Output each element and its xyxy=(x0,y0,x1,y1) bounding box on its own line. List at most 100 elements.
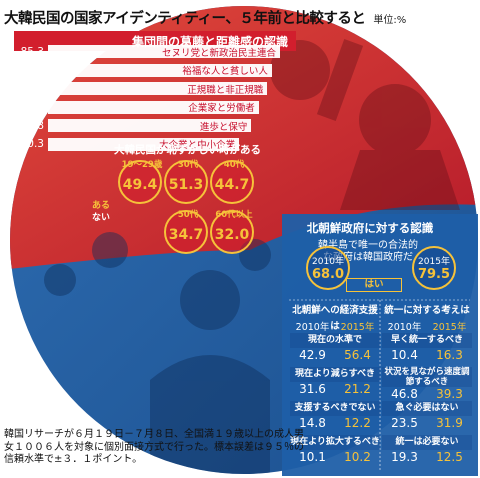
value-2015: 21.2 xyxy=(344,382,371,396)
econ-table: 北朝鮮への経済支援は 2010年 2015年 現在の水準で 42.9 56.4 現在よ… xyxy=(290,303,380,469)
page-header: 大韓民国の国家アイデンティティー、５年前と比較すると 単位:% xyxy=(0,0,480,28)
compare-row: 急ぐ必要はない 23.5 31.9 xyxy=(382,401,472,435)
compare-label: 現在より減らすべき xyxy=(290,367,380,382)
conflict-label: 大企業と中小企業 xyxy=(159,140,236,151)
shame-bubble: 50代 34.7 xyxy=(164,210,208,254)
conflict-value: 70.3 xyxy=(20,138,44,150)
compare-row: 現在より減らすべき 31.6 21.2 xyxy=(290,367,380,401)
value-2015: 16.3 xyxy=(436,348,463,362)
year-2010: 2010年 xyxy=(295,322,330,333)
conflict-value: 77.5 xyxy=(20,101,44,113)
conflict-label: セヌリ党と新政治民主連合 xyxy=(161,47,276,59)
unify-title: 統一に対する考えは xyxy=(384,305,470,316)
econ-rows: 現在の水準で 42.9 56.4 現在より減らすべき 31.6 21.2 支援するべきでない… xyxy=(290,333,380,469)
value-2010: 10.1 xyxy=(299,450,326,464)
legend-no: ない xyxy=(92,213,111,223)
conflict-bar: 企業家と労働者 xyxy=(48,100,259,114)
shame-age-label: 50代 xyxy=(177,210,199,220)
conflict-value: 82.3 xyxy=(20,64,44,76)
compare-row: 早く統一するべき 10.4 16.3 xyxy=(382,333,472,367)
conflict-row: 80.6 正規職と非正規職 xyxy=(18,81,268,96)
value-2015: 12.5 xyxy=(436,450,463,464)
compare-label: 早く統一するべき xyxy=(382,333,472,348)
conflict-label: 企業家と労働者 xyxy=(188,103,255,114)
nk-yes-label: はい xyxy=(346,278,402,292)
unit-label: 単位:% xyxy=(373,15,407,26)
compare-values: 23.5 31.9 xyxy=(382,416,472,430)
econ-years: 2010年 2015年 xyxy=(290,319,380,333)
conflict-value: 74.8 xyxy=(20,119,44,132)
nk-title: 北朝鮮政府に対する認識 xyxy=(306,221,434,235)
conflict-label: 正規職と非正規職 xyxy=(187,84,264,96)
legend-yes: ある xyxy=(92,201,111,211)
nk-year-value: 68.0 xyxy=(311,267,345,282)
compare-values: 10.4 16.3 xyxy=(382,348,472,362)
conflict-row: 82.3 裕福な人と貧しい人 xyxy=(18,63,272,78)
nk-year-label: 2015年 xyxy=(418,257,450,267)
shame-value: 51.3 xyxy=(168,177,204,193)
conflict-row: 74.8 進歩と保守 xyxy=(18,118,252,133)
shame-bubble: 60代以上 32.0 xyxy=(210,210,254,254)
conflict-section: 集団間の葛藤と距離感の認識 85.3 セヌリ党と新政治民主連合 82.3 裕福な人と貧… xyxy=(18,33,288,151)
nk-year-label: 2010年 xyxy=(312,257,344,267)
shame-value: 44.7 xyxy=(214,177,250,193)
nk-question: 韓半島で唯一の合法的な政府は韓国政府だ xyxy=(318,240,418,263)
shame-age-label: 30代 xyxy=(177,160,199,170)
shame-value: 32.0 xyxy=(214,227,250,243)
shame-age-label: 40代 xyxy=(223,160,245,170)
conflict-value: 80.6 xyxy=(20,82,44,95)
year-2010: 2010年 xyxy=(387,322,422,333)
value-2015: 10.2 xyxy=(344,450,371,464)
survey-note: 韓国リサーチが６月１９日－７月８日、全国満１９歳以上の成人男女１００６人を対象に… xyxy=(4,429,304,465)
conflict-value: 85.3 xyxy=(20,45,44,58)
conflict-bar: 進歩と保守 xyxy=(48,119,252,133)
compare-row: 現在より拡大するべき 10.1 10.2 xyxy=(290,435,380,469)
value-2010: 10.4 xyxy=(391,348,418,362)
compare-row: 現在の水準で 42.9 56.4 xyxy=(290,333,380,367)
conflict-label: 裕福な人と貧しい人 xyxy=(182,66,268,77)
econ-title: 北朝鮮への経済支援は xyxy=(292,305,378,332)
nk-bubble-2010: 2010年 68.0 xyxy=(306,246,350,290)
compare-values: 31.6 21.2 xyxy=(290,382,380,396)
compare-row: 統一は必要ない 19.3 12.5 xyxy=(382,435,472,469)
shame-value: 34.7 xyxy=(168,227,204,243)
value-2015: 31.9 xyxy=(436,416,463,430)
year-2015: 2015年 xyxy=(432,322,467,333)
year-2015: 2015年 xyxy=(340,322,375,333)
compare-row: 状況を見ながら速度調節するべき 46.8 39.3 xyxy=(382,367,472,401)
value-2010: 46.8 xyxy=(391,387,418,401)
shame-bubble: 30代 51.3 xyxy=(164,160,208,204)
value-2010: 23.5 xyxy=(391,416,418,430)
shame-bubble: 19～29歳 49.4 xyxy=(118,160,162,204)
page-title: 大韓民国の国家アイデンティティー、５年前と比較すると xyxy=(4,10,366,27)
conflict-row: 85.3 セヌリ党と新政治民主連合 xyxy=(18,44,280,59)
compare-values: 10.1 10.2 xyxy=(290,450,380,464)
nk-year-value: 79.5 xyxy=(417,267,451,282)
compare-label: 急ぐ必要はない xyxy=(382,401,472,416)
conflict-bar: セヌリ党と新政治民主連合 xyxy=(48,45,280,59)
compare-values: 42.9 56.4 xyxy=(290,348,380,362)
conflict-bar: 正規職と非正規職 xyxy=(48,82,268,96)
value-2010: 42.9 xyxy=(299,348,326,362)
shame-title: 大韓民国が恥ずかしい時がある xyxy=(114,144,261,156)
value-2015: 56.4 xyxy=(344,348,371,362)
conflict-bar: 大企業と中小企業 xyxy=(48,137,240,151)
conflict-row: 70.3 大企業と中小企業 xyxy=(18,137,240,152)
value-2015: 39.3 xyxy=(436,387,463,401)
compare-values: 14.8 12.2 xyxy=(290,416,380,430)
compare-label: 状況を見ながら速度調節するべき xyxy=(382,367,472,387)
unify-years: 2010年 2015年 xyxy=(382,319,472,333)
shame-value: 49.4 xyxy=(122,177,158,193)
compare-row: 支援するべきでない 14.8 12.2 xyxy=(290,401,380,435)
nk-bubble-2015: 2015年 79.5 xyxy=(412,246,456,290)
compare-values: 19.3 12.5 xyxy=(382,450,472,464)
value-2015: 12.2 xyxy=(344,416,371,430)
compare-label: 統一は必要ない xyxy=(382,435,472,450)
compare-label: 現在より拡大するべき xyxy=(290,435,380,450)
value-2010: 19.3 xyxy=(391,450,418,464)
compare-label: 支援するべきでない xyxy=(290,401,380,416)
unify-table: 統一に対する考えは 2010年 2015年 早く統一するべき 10.4 16.3 状況… xyxy=(382,303,472,469)
shame-age-label: 19～29歳 xyxy=(121,160,163,170)
unify-rows: 早く統一するべき 10.4 16.3 状況を見ながら速度調節するべき 46.8 39.3 急… xyxy=(382,333,472,469)
shame-legend: ある ない xyxy=(92,200,110,224)
